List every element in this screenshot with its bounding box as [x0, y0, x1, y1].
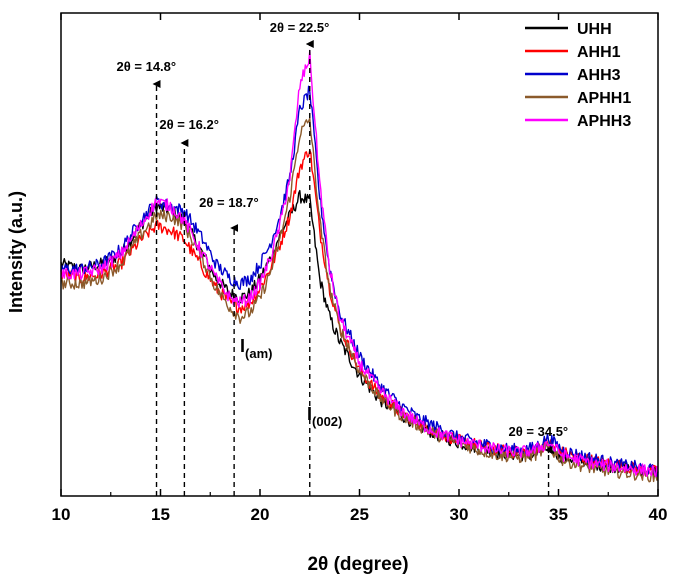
- x-tick-label: 15: [151, 505, 170, 524]
- series-line-aphh3: [60, 49, 659, 478]
- legend-label-ahh1: AHH1: [577, 44, 621, 61]
- x-tick-label: 10: [52, 505, 71, 524]
- annotation-label: 2θ = 34.5°: [509, 424, 569, 439]
- annotation-label: 2θ = 16.2°: [159, 117, 219, 132]
- x-axis-label: 2θ (degree): [307, 554, 408, 575]
- legend-label-aphh1: APHH1: [577, 90, 631, 107]
- legend: UHH AHH1 AHH3 APHH1 APHH3: [525, 21, 631, 130]
- annotation-layer: 2θ = 14.8° 2θ = 16.2° 2θ = 18.7° 2θ = 22.5°…: [117, 20, 569, 496]
- peak-label: I(am): [240, 336, 272, 361]
- legend-label-ahh3: AHH3: [577, 67, 621, 84]
- y-axis-label: Intensity (a.u.): [6, 191, 26, 313]
- annotation-label: 2θ = 22.5°: [270, 20, 330, 35]
- x-tick-label: 25: [350, 505, 369, 524]
- peak-label-sub: (am): [245, 346, 272, 361]
- peak-label: I(002): [307, 404, 342, 429]
- peak-label-sub: (002): [312, 414, 342, 429]
- tick-layer: 10 15 20 25 30 35 40: [52, 13, 668, 524]
- legend-label-aphh3: APHH3: [577, 113, 631, 130]
- annotation-label: 2θ = 14.8°: [117, 59, 177, 74]
- annotation-label: 2θ = 18.7°: [199, 195, 259, 210]
- series-layer: [60, 49, 659, 483]
- x-tick-label: 35: [549, 505, 568, 524]
- legend-label-uhh: UHH: [577, 21, 612, 38]
- x-tick-label: 40: [649, 505, 668, 524]
- x-tick-label: 30: [450, 505, 469, 524]
- x-tick-label: 20: [251, 505, 270, 524]
- peak-label-base: I: [307, 404, 312, 424]
- peak-label-base: I: [240, 336, 245, 356]
